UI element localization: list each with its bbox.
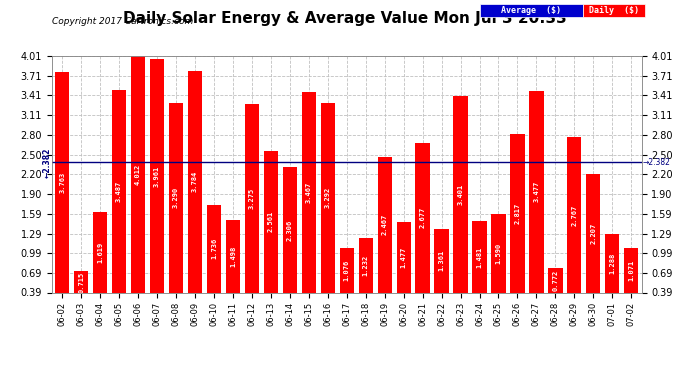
Text: 4.012: 4.012 (135, 164, 141, 185)
Text: 1.481: 1.481 (477, 246, 482, 267)
Text: 2.207: 2.207 (591, 223, 596, 244)
Text: 2.677: 2.677 (420, 207, 426, 228)
Text: ←2.382: ←2.382 (43, 147, 52, 178)
Text: 0.715: 0.715 (78, 271, 84, 292)
Text: 0.772: 0.772 (553, 269, 558, 291)
Bar (491, 214, 506, 318)
Text: 3.784: 3.784 (192, 171, 198, 192)
Text: Daily  ($): Daily ($) (589, 6, 639, 15)
Text: 2.817: 2.817 (515, 202, 520, 224)
Bar (567, 137, 582, 318)
Bar (605, 234, 620, 318)
Bar (264, 151, 278, 318)
Bar (226, 220, 240, 318)
Bar (188, 71, 202, 318)
Bar (339, 248, 354, 318)
Text: 2.561: 2.561 (268, 211, 274, 232)
Text: Daily Solar Energy & Average Value Mon Jul 3 20:33: Daily Solar Energy & Average Value Mon J… (123, 11, 567, 26)
Bar (415, 143, 430, 318)
Text: Copyright 2017 Cartronics.com: Copyright 2017 Cartronics.com (52, 17, 193, 26)
Bar (74, 271, 88, 318)
Text: 1.736: 1.736 (211, 238, 217, 259)
Text: 2.767: 2.767 (571, 204, 578, 225)
Bar (624, 248, 638, 318)
Text: 1.071: 1.071 (629, 260, 634, 281)
Text: 3.477: 3.477 (533, 181, 540, 203)
Bar (321, 103, 335, 318)
Text: 3.401: 3.401 (457, 184, 464, 205)
Text: 2.467: 2.467 (382, 214, 388, 236)
Bar (169, 103, 183, 318)
Bar (283, 168, 297, 318)
Text: 3.487: 3.487 (116, 181, 122, 202)
Bar (529, 91, 544, 318)
Text: →2.382: →2.382 (643, 158, 671, 167)
Bar (549, 268, 562, 318)
Bar (435, 229, 448, 318)
Bar (359, 237, 373, 318)
Bar (55, 72, 69, 318)
Bar (131, 56, 145, 318)
Text: 1.619: 1.619 (97, 242, 103, 263)
Text: Average  ($): Average ($) (502, 6, 561, 15)
Bar (150, 60, 164, 318)
Text: 3.467: 3.467 (306, 182, 312, 203)
Text: 2.306: 2.306 (287, 219, 293, 241)
Text: 1.477: 1.477 (401, 246, 406, 268)
Text: 1.590: 1.590 (495, 243, 502, 264)
Bar (377, 157, 392, 318)
Bar (511, 134, 524, 318)
Text: 3.292: 3.292 (325, 187, 331, 209)
Text: 3.290: 3.290 (173, 187, 179, 209)
Bar (207, 205, 221, 318)
Text: 1.076: 1.076 (344, 260, 350, 281)
Text: 1.288: 1.288 (609, 253, 615, 274)
Bar (112, 90, 126, 318)
Text: 3.961: 3.961 (154, 165, 160, 187)
Text: 1.498: 1.498 (230, 246, 236, 267)
Bar (473, 221, 486, 318)
Bar (93, 212, 107, 318)
Bar (302, 92, 316, 318)
Text: 1.232: 1.232 (363, 254, 368, 276)
Bar (453, 96, 468, 318)
Bar (397, 222, 411, 318)
Text: 1.361: 1.361 (439, 250, 444, 272)
Bar (245, 104, 259, 318)
Bar (586, 174, 600, 318)
Text: 3.275: 3.275 (249, 188, 255, 209)
Text: 3.763: 3.763 (59, 172, 65, 193)
